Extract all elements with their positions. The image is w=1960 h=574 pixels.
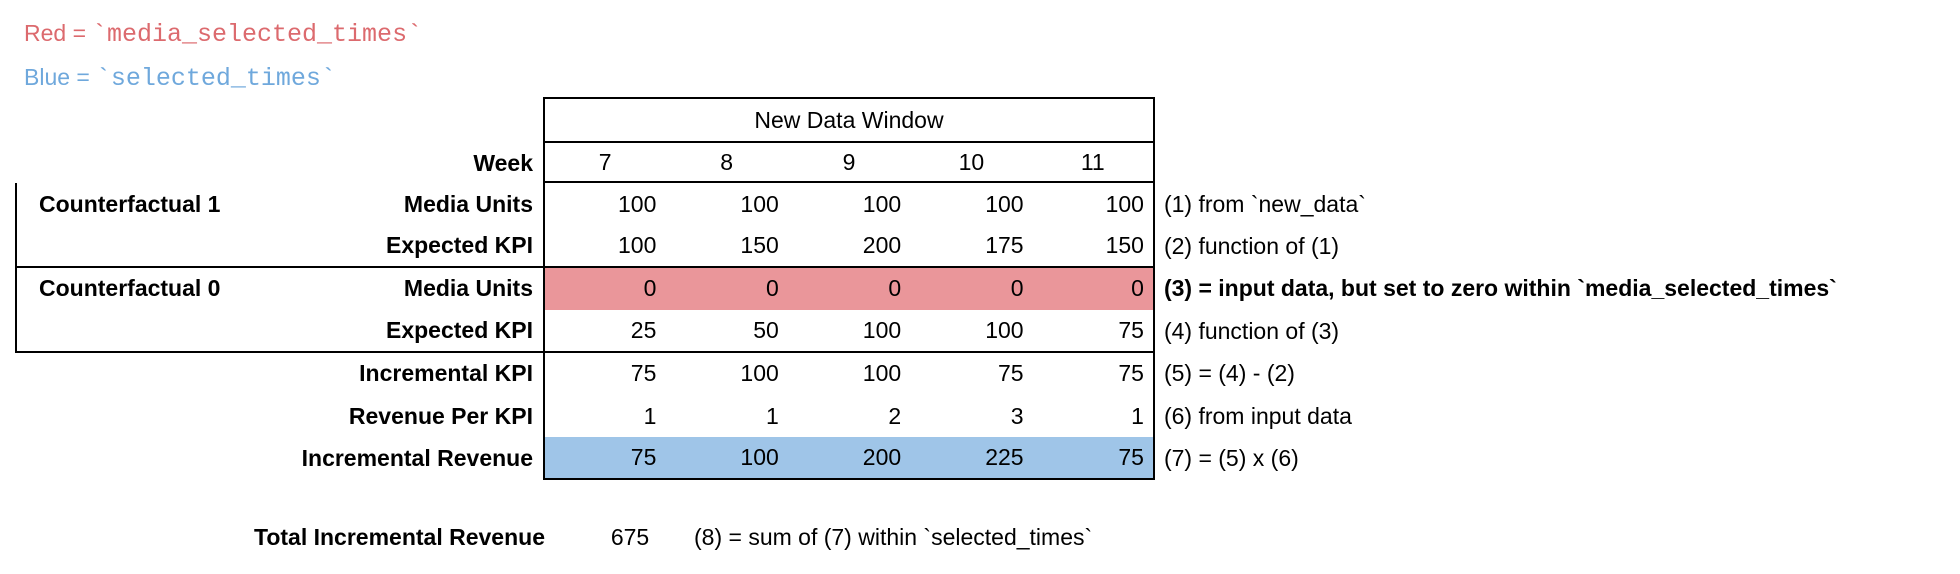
row-annotation: (7) = (5) x (6) [1163,445,1299,472]
data-cell: 100 [910,310,1033,353]
data-cell-highlight-red: 0 [1032,267,1155,311]
legend-blue-line: Blue = `selected_times` [24,56,422,100]
data-cell-highlight-blue: 75 [1032,437,1155,480]
data-cell: 100 [985,190,1024,217]
row-label: Media Units [403,275,533,302]
data-cell: 100 [787,310,911,353]
data-cell: 1 [543,394,665,438]
data-cell-highlight-blue: 100 [665,437,788,480]
group-label-counterfactual-1: Counterfactual 1 [39,190,221,217]
week-header-cell: 7 [543,143,666,183]
week-header-cell: 10 [910,143,1033,183]
data-cell: 75 [1033,352,1155,395]
row-label-cell: Counterfactual 1 Media Units [15,183,543,226]
week-header-cell: 8 [665,143,788,183]
row-label: Expected KPI [386,316,533,343]
data-cell: 100 [862,190,902,217]
color-legend: Red = `media_selected_times` Blue = `selec… [24,12,422,100]
row-label-cell: Expected KPI [15,225,543,268]
row-label-cell: Incremental KPI [15,353,543,395]
data-cell: 1 [765,402,779,429]
legend-red-code: `media_selected_times` [92,20,423,49]
total-label: Total Incremental Revenue [254,524,545,550]
data-cell-highlight-blue: 200 [787,437,911,480]
row-label-cell: Expected KPI [15,310,543,353]
row-label-cell: Revenue Per KPI [15,395,543,437]
data-cell: 175 [910,225,1033,268]
data-cell: 3 [1010,402,1024,429]
row-annotation: (6) from input data [1163,402,1352,429]
week-header-cell: 11 [1032,143,1155,183]
data-cell: 100 [862,360,902,387]
data-cell: 150 [1032,225,1155,268]
week-row-label: Week [473,149,533,176]
data-cell-highlight-blue: 75 [543,437,666,480]
legend-blue-label: Blue = [24,64,90,90]
row-label: Revenue Per KPI [348,402,533,429]
row-annotation: (5) = (4) - (2) [1163,360,1295,387]
data-cell: 2 [888,402,902,429]
data-cell-highlight-red: 0 [787,267,911,311]
data-cell-highlight-blue: 225 [910,437,1033,480]
data-cell: 100 [1033,183,1155,226]
data-cell-highlight-red: 0 [665,267,788,311]
row-label: Incremental Revenue [301,445,533,472]
week-header-cell: 9 [787,143,911,183]
group-label-counterfactual-0: Counterfactual 0 [39,275,221,302]
data-cell: 50 [665,310,788,353]
data-cell: 75 [997,360,1024,387]
data-cell: 100 [740,360,779,387]
table-header: New Data Window [543,97,1155,143]
total-value: 675 [610,524,650,550]
legend-blue-code: `selected_times` [95,64,336,93]
data-cell-highlight-red: 0 [910,267,1033,311]
counterfactual-table: New Data Window Week 7 8 9 10 11 Counter… [15,97,1945,480]
row-label: Incremental KPI [359,360,533,387]
row-annotation: (4) function of (3) [1163,317,1340,344]
data-cell: 150 [665,225,788,268]
data-cell: 75 [1032,310,1155,353]
spacer [1155,143,1945,183]
spacer [1155,97,1945,143]
row-label: Media Units [403,190,533,217]
row-label: Expected KPI [386,232,533,259]
row-annotation: (1) from `new_data` [1163,190,1366,217]
data-cell: 1 [1033,394,1155,438]
data-cell: 25 [543,310,666,353]
row-label-cell: Incremental Revenue [15,437,543,479]
row-label-cell: Counterfactual 0 Media Units [15,267,543,311]
row-annotation: (2) function of (1) [1163,233,1340,260]
data-cell: 100 [543,225,666,268]
spacer [15,97,543,143]
legend-red-label: Red = [24,20,87,46]
data-cell: 75 [543,352,665,395]
total-annotation: (8) = sum of (7) within `selected_times` [694,524,1093,550]
data-cell-highlight-red: 0 [543,267,666,311]
data-cell: 100 [740,190,779,217]
data-cell: 100 [543,183,665,226]
data-cell: 200 [787,225,911,268]
row-annotation: (3) = input data, but set to zero within… [1163,275,1837,302]
legend-red-line: Red = `media_selected_times` [24,12,422,56]
